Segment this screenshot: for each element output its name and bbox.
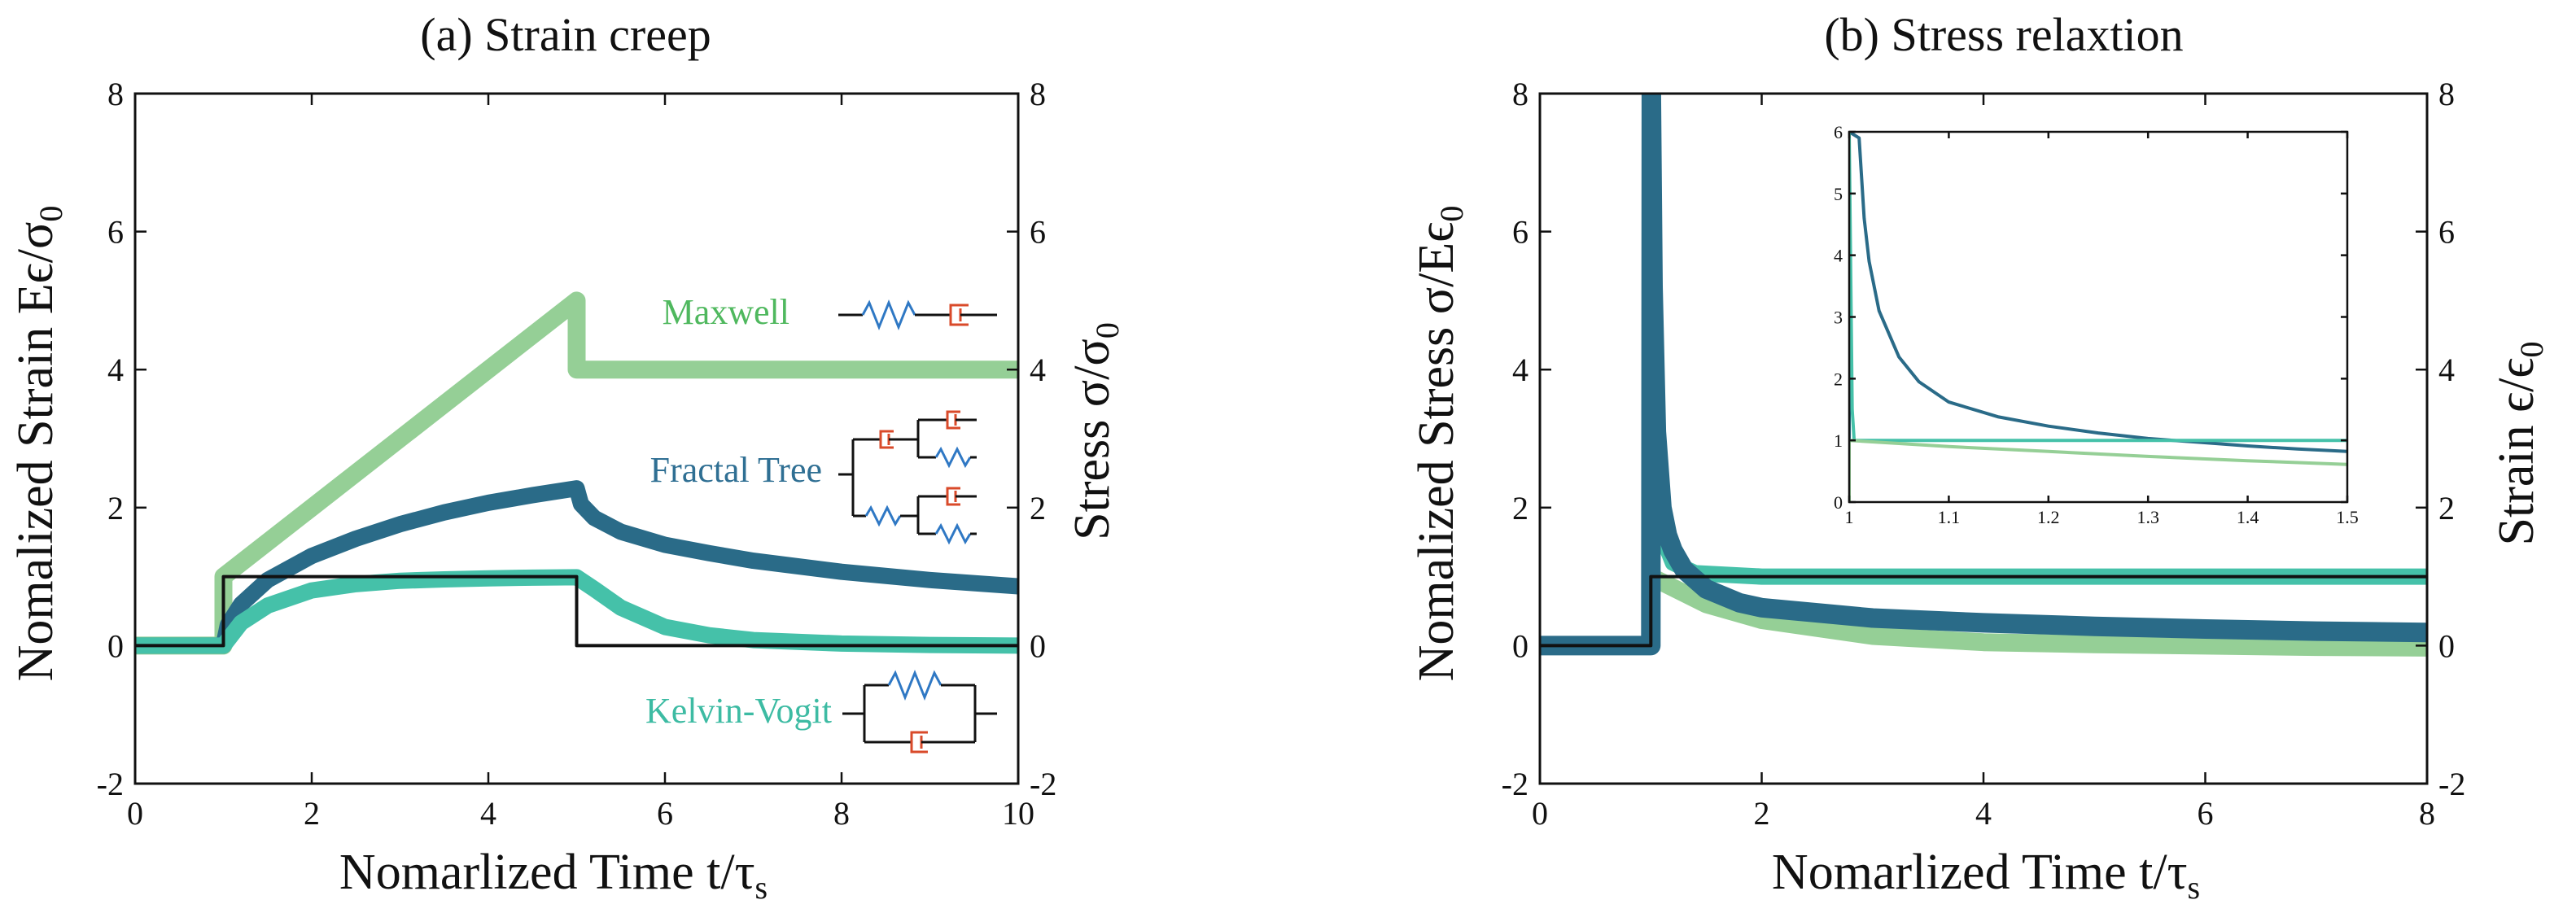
panel-b-x-label: Nomarlized Time t/τs [1772, 845, 2200, 906]
legend-label-maxwell: Maxwell [663, 292, 789, 332]
panel-a-axes-frame [133, 92, 1020, 785]
panel-b-y-tick-label: 6 [1512, 214, 1529, 251]
panel-b-y-tick-label: 2 [1512, 490, 1529, 526]
panel-a-y-tick-label: 4 [107, 352, 124, 388]
inset-series [1849, 132, 2347, 502]
panel-a-y-label: Nomalized Strain Eϵ/σ0 [8, 206, 69, 682]
panel-a-y2-tick-label: 4 [1030, 352, 1046, 388]
panel-b-y2-tick-label: 8 [2438, 76, 2455, 112]
panel-b-series [1540, 94, 2427, 657]
fractal-tree-model-icon [838, 410, 977, 545]
panel-b-x-tick-label: 8 [2419, 795, 2435, 832]
inset-series-maxwell [1849, 439, 2347, 502]
inset-x-tick-label: 1 [1845, 507, 1854, 527]
legend-item-maxwell: Maxwell [663, 292, 997, 332]
panel-a-x-label: Nomarlized Time t/τs [339, 845, 768, 906]
inset-series-kelvin-vogit [1849, 132, 2347, 443]
panel-a-x-tick-label: 8 [833, 795, 850, 832]
panel-a-series [135, 291, 1018, 655]
panel-b-y-ticks: -2 0 2 4 6 8 [1502, 76, 1551, 802]
inset-x-tick-label: 1.5 [2336, 507, 2359, 527]
panel-b-y2-tick-label: 6 [2438, 214, 2455, 251]
panel-b-series-fractal-tree [1540, 94, 2427, 656]
panel-a-y2-ticks: -2 0 2 4 6 8 [1007, 76, 1056, 802]
panel-b-y2-label: Strain ϵ/ϵ0 [2489, 341, 2550, 545]
panel-b-y2-tick-label: 4 [2438, 352, 2455, 388]
inset-y-tick-label: 5 [1834, 184, 1843, 204]
panel-a-y2-tick-label: 2 [1030, 490, 1046, 526]
inset-x-tick-label: 1.2 [2037, 507, 2060, 527]
panel-b-y-tick-label: 8 [1512, 76, 1529, 112]
panel-a-y2-label: Stress σ/σ0 [1065, 322, 1126, 540]
panel-a-y-tick-label: 6 [107, 214, 124, 251]
panel-a-x-tick-label: 0 [127, 795, 143, 832]
inset-y-tick-label: 1 [1834, 430, 1843, 451]
panel-a-y-ticks: -2 0 2 4 6 8 [97, 76, 147, 802]
panel-b-series-strain [1540, 574, 2427, 648]
panel-a-y2-tick-label: 8 [1030, 76, 1046, 112]
panel-a-y-tick-label: 2 [107, 490, 124, 526]
panel-b-y2-tick-label: 2 [2438, 490, 2455, 526]
panel-a-y2-tick-label: -2 [1030, 766, 1056, 802]
panel-b-y2-tick-label: 0 [2438, 627, 2455, 664]
panel-b-y-label: Nomalized Stress σ/Eϵ0 [1409, 206, 1470, 682]
panel-a-y2-tick-label: 0 [1030, 627, 1046, 664]
panel-b-x-ticks: 0 2 4 6 8 [1532, 94, 2435, 832]
panel-b-x-tick-label: 0 [1532, 795, 1548, 832]
panel-a-title: (a) Strain creep [420, 8, 711, 61]
panel-b-y-tick-label: 0 [1512, 627, 1529, 664]
panel-a-y-tick-label: -2 [97, 766, 124, 802]
panel-b-x-tick-label: 4 [1975, 795, 1992, 832]
inset-y-tick-label: 2 [1834, 369, 1843, 389]
panel-b-y2-ticks: -2 0 2 4 6 8 [2416, 76, 2465, 802]
panel-a-x-tick-label: 2 [304, 795, 320, 832]
legend-item-fractal-tree: Fractal Tree [650, 410, 977, 545]
panel-b-y-tick-label: -2 [1502, 766, 1529, 802]
inset-x-tick-label: 1.3 [2136, 507, 2159, 527]
panel-a-x-tick-label: 4 [480, 795, 496, 832]
kelvin-voigt-model-icon [842, 669, 997, 754]
panel-a-x-tick-label: 10 [1002, 795, 1034, 832]
panel-b-title: (b) Stress relaxtion [1824, 8, 2183, 61]
panel-a-x-tick-label: 6 [657, 795, 673, 832]
legend-label-fractal-tree: Fractal Tree [650, 450, 822, 490]
panel-a-y2-tick-label: 6 [1030, 214, 1046, 251]
inset-series-fractal-tree [1849, 132, 2347, 502]
inset-y-tick-label: 0 [1834, 492, 1843, 513]
panel-b-x-tick-label: 2 [1754, 795, 1770, 832]
panel-a-series-fractal-tree [135, 480, 1018, 654]
panel-b-y-tick-label: 4 [1512, 352, 1529, 388]
panel-a-y-tick-label: 8 [107, 76, 124, 112]
legend-label-kelvin-vogit: Kelvin-Vogit [645, 691, 832, 731]
panel-a-series-stress [135, 574, 1018, 648]
inset-y-ticks: 0 1 2 3 4 5 6 [1834, 122, 2347, 513]
panel-a-y-tick-label: 0 [107, 627, 124, 664]
panel-b-y2-tick-label: -2 [2438, 766, 2465, 802]
panel-b-x-tick-label: 6 [2198, 795, 2214, 832]
legend-item-kelvin-vogit: Kelvin-Vogit [645, 669, 997, 754]
inset-y-tick-label: 4 [1834, 246, 1843, 266]
maxwell-model-icon [838, 299, 997, 331]
inset-x-ticks: 1 1.1 1.2 1.3 1.4 1.5 [1845, 132, 2359, 527]
inset-x-tick-label: 1.4 [2237, 507, 2259, 527]
inset-y-tick-label: 6 [1834, 122, 1843, 142]
inset-x-tick-label: 1.1 [1938, 507, 1961, 527]
inset-y-tick-label: 3 [1834, 308, 1843, 328]
panel-a-x-ticks: 0 2 4 6 8 10 [127, 94, 1034, 832]
